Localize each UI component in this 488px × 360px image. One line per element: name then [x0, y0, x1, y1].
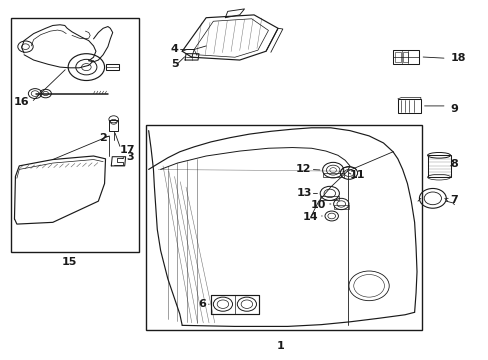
Bar [11, 18, 139, 252]
Text: 4: 4 [170, 45, 178, 54]
Text: 9: 9 [449, 104, 458, 114]
Text: 18: 18 [449, 53, 465, 63]
Bar [322, 173, 343, 177]
Bar [146, 125, 421, 330]
Text: 2: 2 [99, 133, 107, 143]
Text: 7: 7 [449, 195, 457, 206]
Bar [320, 196, 339, 201]
Bar [402, 52, 407, 62]
Text: 12: 12 [296, 165, 311, 174]
Text: 8: 8 [449, 159, 457, 169]
Text: 10: 10 [310, 201, 325, 210]
Text: 16: 16 [14, 98, 30, 107]
Bar [109, 120, 118, 131]
Bar [397, 99, 420, 113]
Text: 15: 15 [62, 257, 77, 267]
Bar [427, 155, 449, 177]
Bar [392, 50, 419, 64]
Text: 13: 13 [296, 188, 311, 198]
Bar [105, 64, 119, 70]
Text: 17: 17 [120, 145, 135, 155]
Bar [394, 52, 400, 62]
Bar [333, 206, 348, 209]
Text: 14: 14 [303, 212, 318, 222]
Text: 11: 11 [349, 170, 365, 180]
Text: 1: 1 [276, 341, 284, 351]
Text: 5: 5 [170, 59, 178, 68]
Text: 3: 3 [126, 152, 134, 162]
Text: 6: 6 [198, 299, 206, 309]
